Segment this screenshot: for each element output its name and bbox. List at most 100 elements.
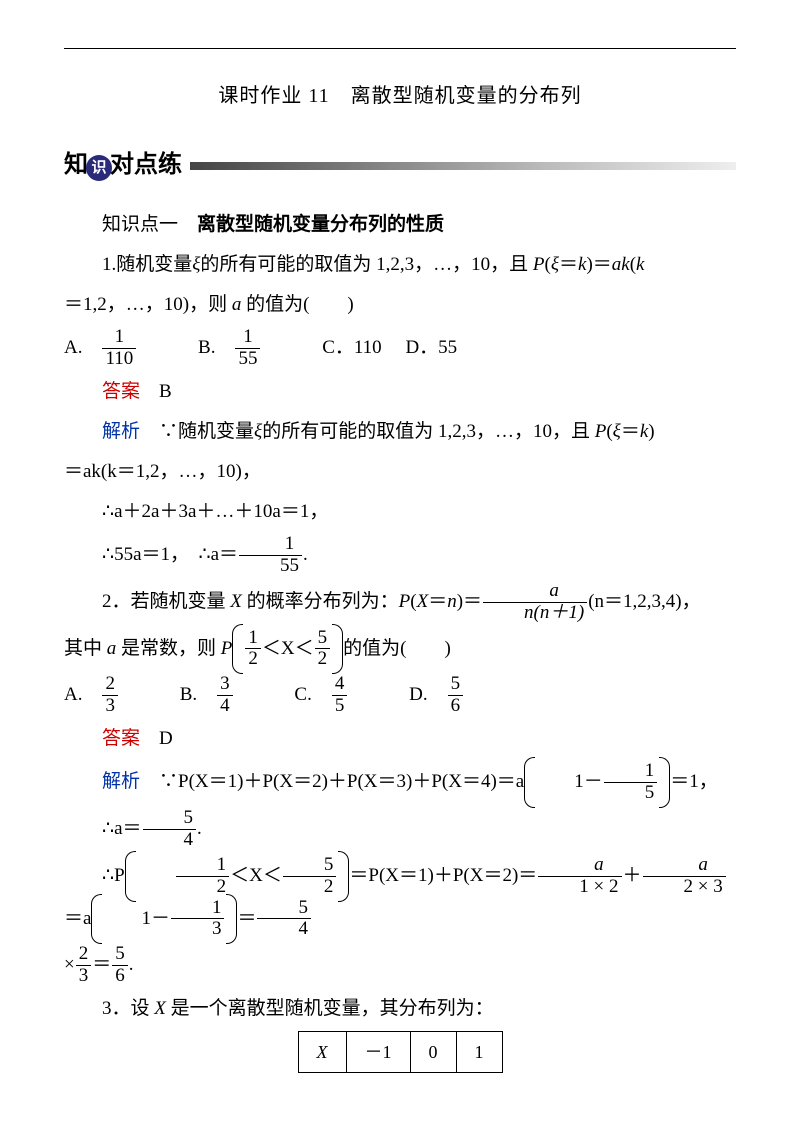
q2-15: 15 bbox=[604, 761, 658, 804]
q2-oC: C. bbox=[294, 684, 311, 705]
q2-fCd: 5 bbox=[332, 695, 348, 717]
q2-oB: B. bbox=[180, 684, 197, 705]
q2-fB: 34 bbox=[217, 674, 252, 717]
heading-text-1: 知 bbox=[64, 143, 88, 189]
q2-54bd: 4 bbox=[257, 918, 311, 940]
q2-56n: 5 bbox=[112, 944, 128, 965]
q2-fDn: 5 bbox=[448, 674, 464, 695]
q1-ans: B bbox=[159, 381, 172, 402]
q2-optC: C.45 bbox=[294, 684, 385, 705]
top-rule bbox=[64, 48, 736, 49]
q2-23d: 3 bbox=[76, 965, 92, 987]
q2-expl-2: ∴a＝54. bbox=[64, 808, 736, 851]
q2-options: A.23 B.34 C.45 D.56 bbox=[64, 674, 736, 717]
expl-label-1: 解析 bbox=[102, 421, 140, 442]
q2-n: n bbox=[447, 591, 457, 612]
q2-oA: A. bbox=[64, 684, 82, 705]
q2-stem: 2．若随机变量 X 的概率分布列为：P(X＝n)＝an(n＋1)(n＝1,2,3… bbox=[64, 581, 736, 624]
q2-54bn: 5 bbox=[257, 898, 311, 919]
expl-label-2: 解析 bbox=[102, 771, 140, 792]
q1-fracA: 1110 bbox=[102, 327, 155, 370]
q2-dot: . bbox=[197, 818, 202, 839]
q2-56d: 6 bbox=[112, 965, 128, 987]
q2-fAn: 2 bbox=[102, 674, 118, 695]
q1-xi4: ξ bbox=[613, 421, 621, 442]
q1-expl-2: ＝ak(k＝1,2，…，10)， bbox=[64, 454, 736, 490]
q2-fC: 45 bbox=[332, 674, 367, 717]
q2-optD: D.56 bbox=[409, 684, 501, 705]
q1-k3: k bbox=[640, 421, 648, 442]
q2-X2: X bbox=[417, 591, 429, 612]
q2-fn: a bbox=[483, 581, 587, 602]
q2-a23n: a bbox=[643, 855, 726, 876]
q2-expl-4: ×23＝56. bbox=[64, 944, 736, 987]
q2-lt: ＜X＜ bbox=[262, 637, 314, 658]
q2-expl-3: ∴P12＜X＜52＝P(X＝1)＋P(X＝2)＝a1 × 2＋a2 × 3＝a1… bbox=[64, 855, 736, 941]
q2-dot2: . bbox=[129, 954, 134, 975]
q2-52bn: 5 bbox=[283, 855, 337, 876]
q2-p2: 12＜X＜52 bbox=[125, 855, 350, 898]
q1-xi3: ξ bbox=[254, 421, 262, 442]
q2-t1: 2．若随机变量 bbox=[102, 591, 230, 612]
q2-fA: 23 bbox=[102, 674, 137, 717]
cell-1: 1 bbox=[456, 1032, 502, 1073]
q2-15n: 1 bbox=[604, 761, 658, 782]
q1-e2b: 10， bbox=[533, 421, 571, 442]
q1-P: P bbox=[595, 421, 607, 442]
page-title: 课时作业 11 离散型随机变量的分布列 bbox=[64, 77, 736, 115]
cell-0: 0 bbox=[410, 1032, 456, 1073]
ans-label-2: 答案 bbox=[102, 728, 140, 749]
q2-h2d: 2 bbox=[176, 876, 230, 898]
q1-optC: C．110 bbox=[322, 337, 381, 358]
q2-stem-2: 其中 a 是常数，则 P12＜X＜52的值为( ) bbox=[64, 628, 736, 671]
q1-e1: ∵随机变量 bbox=[159, 421, 254, 442]
heading-line bbox=[190, 162, 736, 170]
q2-times: × bbox=[64, 954, 75, 975]
q1-stem-2: ＝1,2，…，10)，则 a 的值为( ) bbox=[64, 287, 736, 323]
knowledge-point-1: 知识点一 离散型随机变量分布列的性质 bbox=[64, 207, 736, 243]
q2-om2: 1－ bbox=[141, 907, 170, 928]
q1-answer: 答案 B bbox=[64, 374, 736, 410]
q1-optA: A.1110 bbox=[64, 337, 174, 358]
q2-ans: D bbox=[159, 728, 173, 749]
q1-frac55: 155 bbox=[239, 534, 302, 577]
q2-answer: 答案 D bbox=[64, 721, 736, 757]
q1-fracB-d: 55 bbox=[235, 348, 260, 370]
q2-eqa: ＝a bbox=[64, 907, 91, 928]
q2-t6: 的值为( ) bbox=[343, 637, 451, 658]
q1-e2: 的所有可能的取值为 1,2,3，…， bbox=[262, 421, 533, 442]
q1-f55d: 55 bbox=[239, 555, 302, 577]
q3-X: X bbox=[154, 998, 166, 1019]
q1-stem: 1.随机变量ξ的所有可能的取值为 1,2,3，…，10，且 P(ξ＝k)＝ak(… bbox=[64, 247, 736, 283]
q2-fBn: 3 bbox=[217, 674, 233, 695]
q1-t3: ，则 bbox=[189, 294, 232, 315]
q1-xi2: ξ bbox=[551, 254, 559, 275]
q1-expl-3: ∴a＋2a＋3a＋…＋10a＝1， bbox=[64, 494, 736, 530]
q2-fd: n(n＋1) bbox=[483, 602, 587, 624]
q2-t4: 其中 bbox=[64, 637, 107, 658]
kp-title: 离散型随机变量分布列的性质 bbox=[197, 214, 444, 235]
q1-expl-4: ∴55a＝1， ∴a＝155. bbox=[64, 534, 736, 577]
q2-a23d: 2 × 3 bbox=[643, 876, 726, 898]
q2-a12d: 1 × 2 bbox=[538, 876, 621, 898]
q2-52: 52 bbox=[315, 628, 331, 671]
q2-23: 23 bbox=[76, 944, 92, 987]
q2-t5: 是常数，则 bbox=[116, 637, 221, 658]
q2-13: 13 bbox=[171, 898, 225, 941]
q2-e1: ∵P(X＝1)＋P(X＝2)＋P(X＝3)＋P(X＝4)＝a bbox=[159, 771, 524, 792]
q3-t1: 3．设 bbox=[102, 998, 154, 1019]
q1-optD: D．55 bbox=[405, 337, 457, 358]
q2-eqPX: ＝P(X＝1)＋P(X＝2)＝ bbox=[349, 865, 537, 886]
q1-t2: 的所有可能的取值为 1,2,3，…，10，且 bbox=[200, 254, 533, 275]
q1-fracA-d: 110 bbox=[102, 348, 136, 370]
q3-table: X －1 0 1 bbox=[298, 1031, 503, 1073]
q1-options: A.1110 B.155 C．110 D．55 bbox=[64, 327, 736, 370]
q2-eq56: ＝ bbox=[92, 954, 111, 975]
q2-soP: ∴P bbox=[102, 865, 125, 886]
q2-52bd: 2 bbox=[283, 876, 337, 898]
q1-a: a bbox=[232, 294, 242, 315]
q1-optB-l: B. bbox=[198, 337, 215, 358]
heading-text-2: 对点练 bbox=[110, 143, 182, 189]
q2-54n: 5 bbox=[143, 808, 197, 829]
q2-plus: ＋ bbox=[623, 865, 642, 886]
